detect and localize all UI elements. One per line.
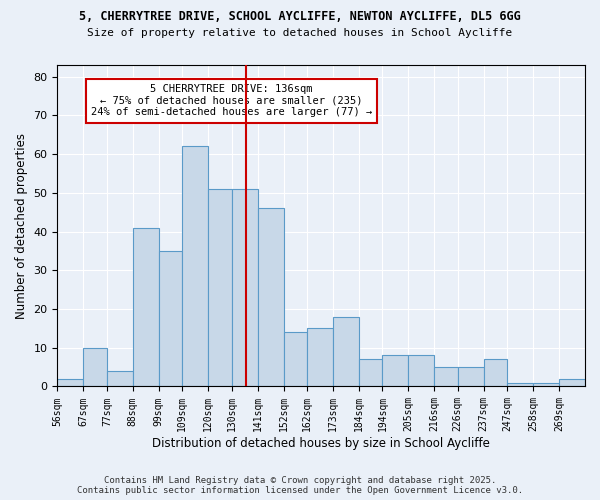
Bar	[83, 348, 107, 387]
Text: 5 CHERRYTREE DRIVE: 136sqm
← 75% of detached houses are smaller (235)
24% of sem: 5 CHERRYTREE DRIVE: 136sqm ← 75% of deta…	[91, 84, 372, 117]
Bar	[359, 360, 382, 386]
Bar	[208, 189, 232, 386]
Bar	[182, 146, 208, 386]
Bar	[58, 378, 83, 386]
Bar	[434, 367, 458, 386]
Text: 5, CHERRYTREE DRIVE, SCHOOL AYCLIFFE, NEWTON AYCLIFFE, DL5 6GG: 5, CHERRYTREE DRIVE, SCHOOL AYCLIFFE, NE…	[79, 10, 521, 23]
Bar	[382, 356, 409, 386]
Text: Size of property relative to detached houses in School Aycliffe: Size of property relative to detached ho…	[88, 28, 512, 38]
Bar	[107, 371, 133, 386]
X-axis label: Distribution of detached houses by size in School Aycliffe: Distribution of detached houses by size …	[152, 437, 490, 450]
Bar	[507, 382, 533, 386]
Bar	[458, 367, 484, 386]
Bar	[409, 356, 434, 386]
Bar	[158, 251, 182, 386]
Bar	[559, 378, 585, 386]
Y-axis label: Number of detached properties: Number of detached properties	[15, 132, 28, 318]
Bar	[257, 208, 284, 386]
Text: Contains HM Land Registry data © Crown copyright and database right 2025.
Contai: Contains HM Land Registry data © Crown c…	[77, 476, 523, 495]
Bar	[307, 328, 333, 386]
Bar	[133, 228, 158, 386]
Bar	[333, 317, 359, 386]
Bar	[533, 382, 559, 386]
Bar	[284, 332, 307, 386]
Bar	[232, 189, 257, 386]
Bar	[484, 360, 507, 386]
